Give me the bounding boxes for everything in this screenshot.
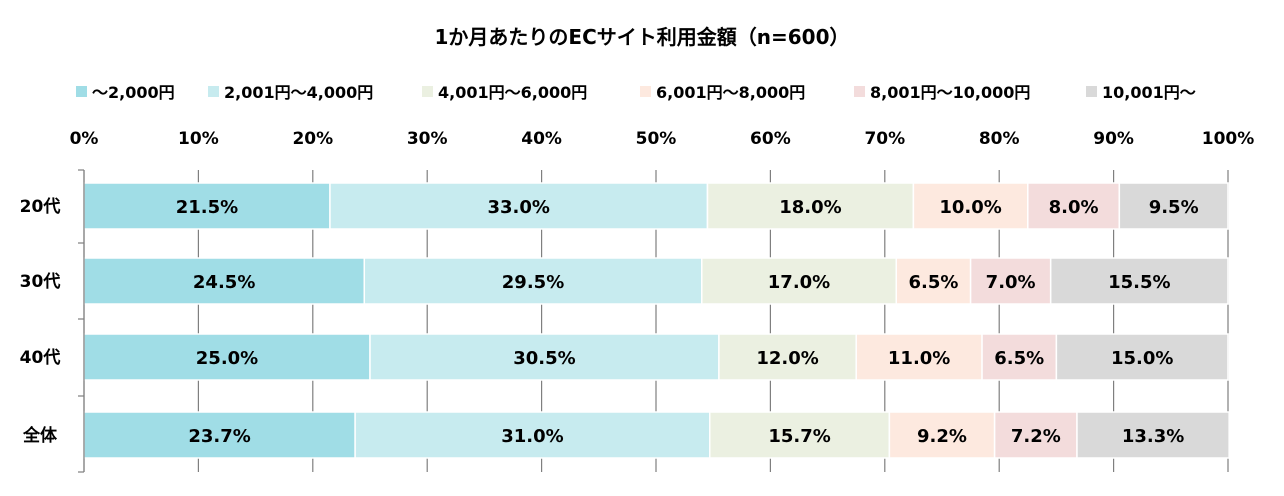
bar-segment (369, 333, 720, 381)
legend-label: 4,001円〜6,000円 (438, 83, 587, 102)
legend-label: 〜2,000円 (92, 83, 175, 102)
x-tick-label: 40% (521, 129, 562, 149)
data-label: 6.5% (994, 348, 1044, 369)
bar-segment (1049, 257, 1229, 305)
legend-swatch (422, 86, 433, 97)
data-label: 7.0% (986, 272, 1036, 293)
data-label: 23.7% (188, 426, 250, 447)
data-label: 30.5% (513, 348, 575, 369)
data-label: 25.0% (196, 348, 258, 369)
x-tick-label: 100% (1202, 129, 1255, 149)
bar-segment (993, 411, 1078, 459)
legend-label: 10,001円〜 (1102, 83, 1196, 102)
x-tick-label: 10% (178, 129, 219, 149)
bar-segment (709, 411, 891, 459)
x-tick-label: 30% (407, 129, 448, 149)
data-label: 24.5% (193, 272, 255, 293)
legend-label: 6,001円〜8,000円 (656, 83, 805, 102)
data-label: 11.0% (888, 348, 950, 369)
x-tick-label: 50% (636, 129, 677, 149)
data-label: 8.0% (1049, 197, 1099, 218)
legend-swatch (854, 86, 865, 97)
legend-swatch (208, 86, 219, 97)
bar-segment (718, 333, 857, 381)
data-label: 15.7% (768, 426, 830, 447)
bar-segment (329, 182, 709, 230)
data-label: 6.5% (908, 272, 958, 293)
data-label: 21.5% (176, 197, 238, 218)
bar-segment (1076, 411, 1230, 459)
chart-title: 1か月あたりのECサイト利用金額（n=600） (435, 25, 850, 49)
data-label: 13.3% (1122, 426, 1184, 447)
data-label: 17.0% (768, 272, 830, 293)
data-label: 12.0% (756, 348, 818, 369)
legend-swatch (1086, 86, 1097, 97)
category-label: 全体 (22, 425, 58, 446)
x-tick-label: 80% (979, 129, 1020, 149)
bar-segment (1118, 182, 1229, 230)
bar-segment (83, 182, 331, 230)
data-label: 31.0% (501, 426, 563, 447)
data-label: 29.5% (502, 272, 564, 293)
bar-segment (363, 257, 703, 305)
x-tick-label: 0% (70, 129, 99, 149)
legend-swatch (640, 86, 651, 97)
legend-swatch (76, 86, 87, 97)
bar-segment (701, 257, 897, 305)
x-axis: 0% 10% 20% 30% 40% 50% 60% 70% 80% 90% 100% (70, 129, 1255, 149)
data-label: 9.5% (1149, 197, 1199, 218)
legend: 〜2,000円 2,001円〜4,000円 4,001円〜6,000円 6,001円〜… (76, 83, 1196, 102)
bar-segment (83, 333, 371, 381)
plot-area: 21.5% 33.0% 18.0% 10.0% 8.0% 9.5% 24.5% 29.5% 17… (83, 182, 1230, 459)
data-label: 15.5% (1108, 272, 1170, 293)
bar-segment (1055, 333, 1229, 381)
category-label: 40代 (20, 347, 61, 368)
legend-label: 8,001円〜10,000円 (870, 83, 1030, 102)
data-label: 10.0% (939, 197, 1001, 218)
bar-segment (981, 333, 1058, 381)
data-label: 33.0% (487, 197, 549, 218)
x-tick-label: 60% (750, 129, 791, 149)
data-label: 18.0% (779, 197, 841, 218)
x-tick-label: 70% (864, 129, 905, 149)
bar-segment (354, 411, 711, 459)
x-tick-label: 20% (292, 129, 333, 149)
category-label: 20代 (20, 196, 61, 217)
bar-segment (895, 257, 972, 305)
bar-segment (706, 182, 915, 230)
x-tick-label: 90% (1093, 129, 1134, 149)
data-label: 7.2% (1011, 426, 1061, 447)
bar-segment (1027, 182, 1121, 230)
data-label: 9.2% (917, 426, 967, 447)
data-label: 15.0% (1111, 348, 1173, 369)
legend-label: 2,001円〜4,000円 (224, 83, 373, 102)
category-label: 30代 (20, 271, 61, 292)
